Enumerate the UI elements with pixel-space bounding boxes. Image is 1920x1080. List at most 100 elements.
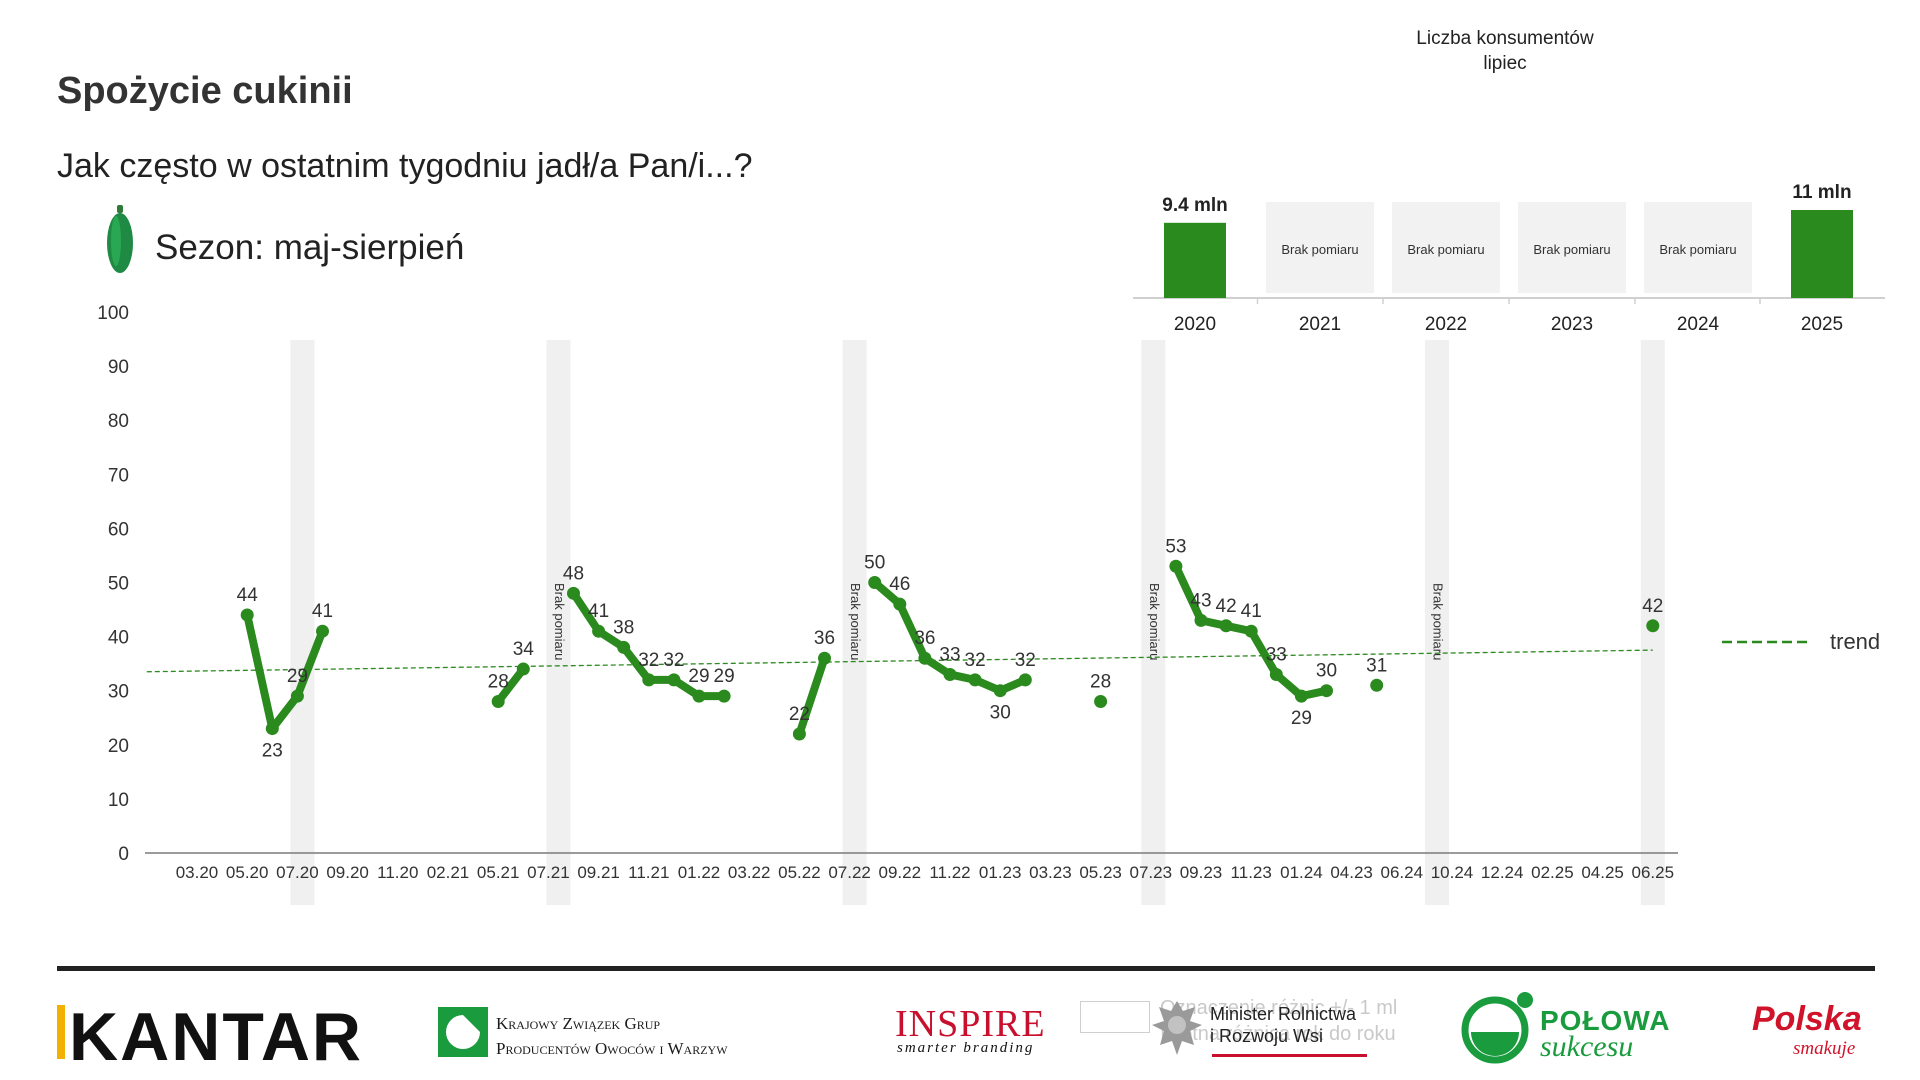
data-point bbox=[240, 608, 254, 622]
legend-note-box bbox=[1080, 1001, 1150, 1033]
x-tick-label: 01.23 bbox=[979, 863, 1022, 882]
gap-band-label-1: Brak pomiaru bbox=[552, 583, 567, 660]
data-label: 42 bbox=[1216, 596, 1237, 617]
data-point bbox=[491, 695, 505, 709]
series-line-segment-3 bbox=[795, 654, 829, 738]
legend-note-line2: Istotna różnica rok do roku bbox=[1160, 1023, 1396, 1045]
y-tick-label: 10 bbox=[108, 790, 129, 811]
polowa-sukcesu-logo bbox=[1461, 992, 1533, 1064]
polowa-logo-line2: sukcesu bbox=[1540, 1030, 1634, 1063]
data-point bbox=[868, 576, 882, 589]
data-point bbox=[567, 586, 580, 600]
yearly-header-line1: Liczba konsumentów bbox=[1416, 28, 1594, 49]
data-label: 41 bbox=[1241, 601, 1262, 622]
x-tick-label: 07.23 bbox=[1130, 863, 1173, 882]
data-label: 53 bbox=[1165, 536, 1186, 557]
data-label: 41 bbox=[588, 601, 609, 622]
kantar-logo-text: KANTAR bbox=[69, 999, 364, 1075]
x-tick-label: 11.20 bbox=[377, 863, 418, 882]
series-line-segment-0 bbox=[243, 610, 327, 733]
y-tick-label: 40 bbox=[108, 628, 129, 649]
data-point bbox=[943, 667, 957, 681]
data-point bbox=[290, 689, 304, 703]
data-point bbox=[1269, 667, 1283, 681]
data-label: 34 bbox=[513, 639, 535, 660]
x-tick-label: 05.21 bbox=[477, 863, 520, 882]
y-tick-label: 80 bbox=[108, 411, 129, 432]
data-point bbox=[592, 624, 606, 638]
main-line-chart: Brak pomiaru Brak pomiaru Brak pomiaru Brak… bbox=[97, 303, 1880, 905]
data-point bbox=[1294, 689, 1308, 703]
data-label: 28 bbox=[1090, 672, 1111, 693]
y-tick-label: 30 bbox=[108, 682, 129, 703]
yearly-placeholder-label: Brak pomiaru bbox=[1407, 242, 1484, 257]
yearly-header-line2: lipiec bbox=[1483, 53, 1527, 74]
polowa-logo-line1: POŁOWA bbox=[1540, 1005, 1671, 1036]
polska-smakuje-logo-line1: Polska bbox=[1752, 1000, 1862, 1038]
x-tick-label: 06.25 bbox=[1632, 863, 1675, 882]
y-tick-label: 0 bbox=[118, 844, 129, 865]
x-tick-label: 03.20 bbox=[176, 863, 219, 882]
x-tick-label: 09.21 bbox=[577, 863, 620, 882]
yearly-placeholder-label: Brak pomiaru bbox=[1533, 242, 1610, 257]
data-label: 32 bbox=[663, 650, 684, 671]
x-tick-label: 09.20 bbox=[326, 863, 369, 882]
data-point bbox=[1219, 619, 1233, 633]
yearly-category-label: 2025 bbox=[1801, 314, 1843, 335]
data-label: 29 bbox=[287, 666, 308, 687]
gap-band-label-3: Brak pomiaru bbox=[1147, 583, 1162, 660]
data-point bbox=[1169, 559, 1183, 573]
yearly-category-label: 2020 bbox=[1174, 314, 1216, 335]
yearly-bar-value-label: 11 mln bbox=[1792, 182, 1851, 203]
polska-smakuje-logo-line2: smakuje bbox=[1793, 1038, 1856, 1059]
data-label: 44 bbox=[237, 585, 259, 606]
yearly-placeholder-2022 bbox=[1392, 202, 1500, 293]
data-label: 32 bbox=[638, 650, 659, 671]
yearly-bar-2020 bbox=[1164, 222, 1226, 298]
y-tick-label: 20 bbox=[108, 736, 129, 757]
x-tick-label: 05.23 bbox=[1079, 863, 1122, 882]
gap-band-label-4: Brak pomiaru bbox=[1431, 583, 1446, 660]
x-tick-label: 10.24 bbox=[1431, 863, 1474, 882]
yearly-placeholder-2021 bbox=[1266, 202, 1374, 293]
data-point bbox=[792, 727, 806, 741]
x-tick-label: 02.21 bbox=[427, 863, 470, 882]
data-point bbox=[692, 689, 706, 703]
data-label: 29 bbox=[688, 666, 709, 687]
ministry-line1: Minister Rolnictwa bbox=[1210, 1004, 1357, 1024]
data-point bbox=[893, 597, 907, 611]
gap-band-4 bbox=[1424, 340, 1449, 905]
yearly-placeholder-2024 bbox=[1644, 202, 1752, 293]
data-point bbox=[1370, 678, 1384, 692]
x-tick-label: 04.25 bbox=[1581, 863, 1624, 882]
series-line-segment-1 bbox=[494, 665, 528, 706]
data-label: 30 bbox=[990, 703, 1011, 724]
gap-band-1 bbox=[546, 340, 571, 905]
data-label: 43 bbox=[1190, 590, 1211, 611]
data-label: 23 bbox=[262, 741, 283, 762]
data-label: 46 bbox=[889, 574, 910, 595]
trend-line bbox=[146, 649, 1653, 673]
gap-band-3 bbox=[1141, 340, 1166, 905]
data-point bbox=[918, 651, 932, 665]
yearly-category-label: 2021 bbox=[1299, 314, 1341, 335]
data-point bbox=[1018, 673, 1032, 687]
yearly-bar-2025 bbox=[1791, 210, 1853, 298]
x-tick-label: 07.20 bbox=[276, 863, 319, 882]
x-tick-label: 11.23 bbox=[1231, 863, 1272, 882]
data-label: 29 bbox=[1291, 708, 1312, 729]
ministry-line2: i Rozwoju Wsi bbox=[1210, 1026, 1324, 1046]
x-tick-label: 07.22 bbox=[828, 863, 871, 882]
x-tick-label: 06.24 bbox=[1381, 863, 1424, 882]
data-label: 32 bbox=[965, 650, 986, 671]
data-point bbox=[617, 640, 631, 654]
yearly-category-label: 2024 bbox=[1677, 314, 1720, 335]
yearly-category-label: 2023 bbox=[1551, 314, 1593, 335]
yearly-placeholder-label: Brak pomiaru bbox=[1659, 242, 1736, 257]
data-label: 42 bbox=[1642, 596, 1663, 617]
x-tick-label: 09.23 bbox=[1180, 863, 1223, 882]
x-tick-label: 05.22 bbox=[778, 863, 821, 882]
data-label: 38 bbox=[613, 617, 634, 638]
page-subtitle: Jak często w ostatnim tygodniu jadł/a Pa… bbox=[57, 147, 753, 185]
x-tick-label: 07.21 bbox=[527, 863, 570, 882]
